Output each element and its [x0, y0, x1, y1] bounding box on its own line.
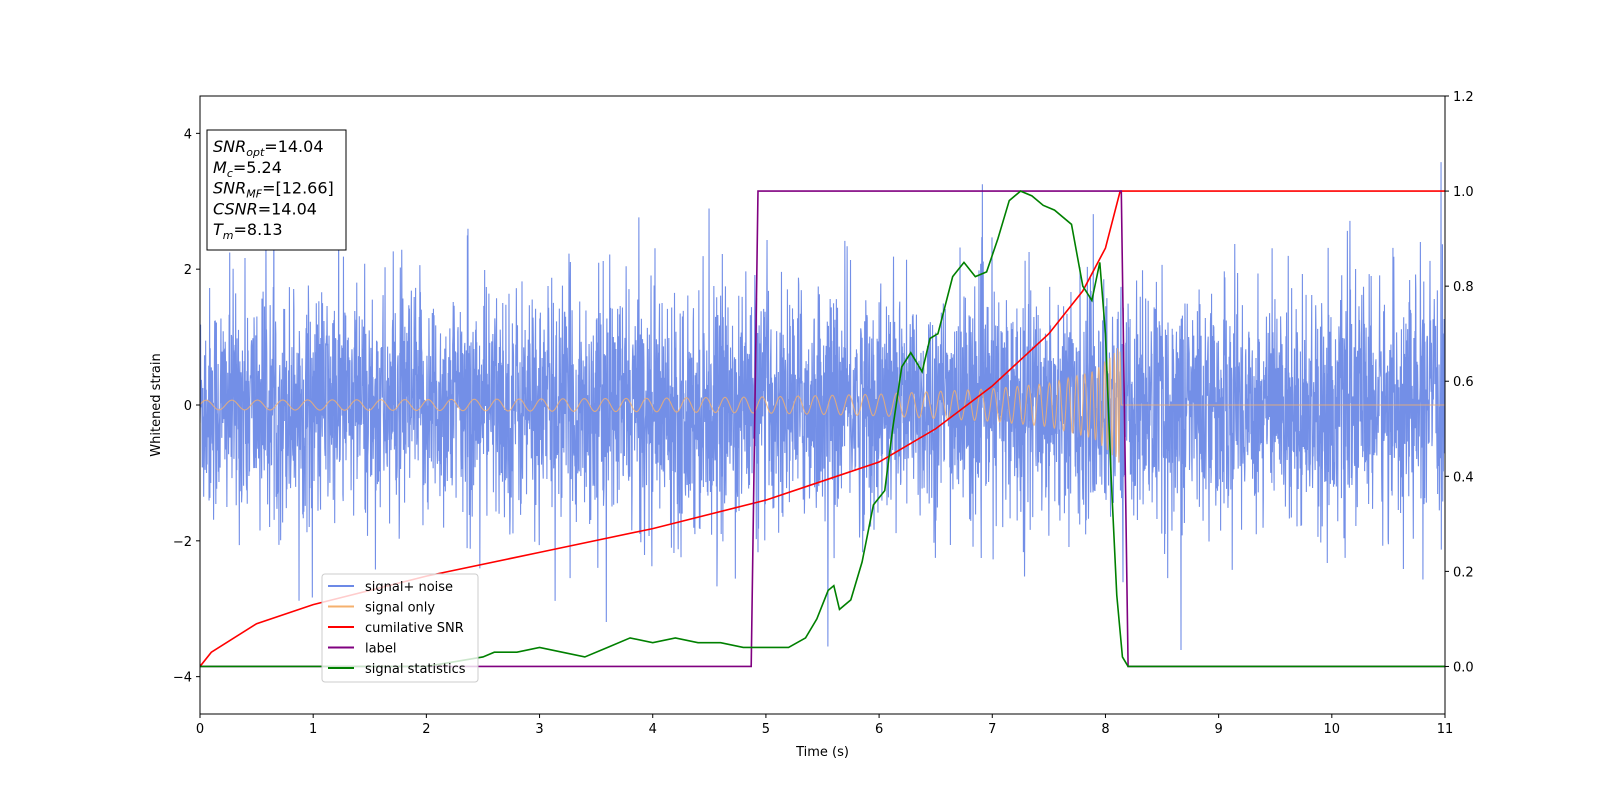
series-line-signal-statistics: [200, 190, 1445, 668]
y-tick-label: 4: [184, 127, 192, 142]
series-group: [200, 162, 1445, 668]
legend-label: signal+ noise: [365, 580, 453, 595]
y2-tick-label: 0.2: [1453, 565, 1474, 580]
series-line-cumilative-SNR: [200, 190, 1445, 667]
info-var: SNR: [213, 137, 246, 156]
x-tick-label: 9: [1214, 722, 1222, 737]
info-line: CSNR=14.04: [213, 199, 317, 218]
y2-tick-label: 1.2: [1453, 90, 1474, 105]
info-var: T: [213, 220, 224, 239]
axes: 0 1 2 3 4 5 6 7 8 9 10 11 4 2 0 −2 −4 1.2 1.0 0.8 0.6 0.4 0.2 0…: [149, 90, 1474, 760]
info-subscript: MF: [246, 188, 262, 201]
x-tick-label: 3: [535, 722, 543, 737]
x-tick-label: 7: [988, 722, 996, 737]
y2-tick-label: 0.0: [1453, 660, 1474, 675]
info-subscript: c: [227, 167, 233, 180]
info-line: Tm=8.13: [213, 220, 283, 242]
x-tick-label: 0: [196, 722, 204, 737]
info-value: =[12.66]: [262, 179, 334, 198]
legend-label: signal only: [365, 601, 435, 616]
series-line-signal-only: [200, 348, 1445, 463]
x-tick-label: 8: [1101, 722, 1109, 737]
legend-label: label: [365, 642, 396, 657]
y-tick-label: −2: [173, 535, 192, 550]
y2-tick-label: 0.8: [1453, 280, 1474, 295]
info-box: SNRopt=14.04Mc=5.24SNRMF=[12.66]CSNR=14.…: [206, 129, 347, 251]
info-value: =14.04: [258, 199, 317, 218]
info-var: CSNR: [213, 199, 258, 218]
x-tick-label: 6: [875, 722, 883, 737]
info-line: SNRopt=14.04: [213, 137, 324, 159]
x-axis-title: Time (s): [795, 745, 849, 760]
legend: signal+ noise signal only cumilative SNR la…: [321, 573, 479, 683]
y-tick-label: −4: [173, 671, 192, 686]
info-value: =14.04: [264, 137, 323, 156]
x-tick-label: 5: [762, 722, 770, 737]
legend-box: [321, 573, 479, 683]
info-var: SNR: [213, 179, 246, 198]
info-line: Mc=5.24: [213, 158, 282, 180]
y-tick-label: 0: [184, 399, 192, 414]
info-subscript: opt: [246, 146, 265, 159]
y-axis-title: Whitened strain: [149, 353, 164, 456]
legend-label: cumilative SNR: [365, 621, 464, 636]
legend-label: signal statistics: [365, 662, 466, 677]
info-subscript: m: [223, 229, 234, 242]
y2-tick-label: 0.6: [1453, 375, 1474, 390]
info-value: =5.24: [233, 158, 282, 177]
info-line: SNRMF=[12.66]: [213, 179, 334, 201]
x-tick-label: 1: [309, 722, 317, 737]
info-value: =8.13: [234, 220, 283, 239]
y2-tick-label: 0.4: [1453, 470, 1474, 485]
y2-tick-label: 1.0: [1453, 185, 1474, 200]
x-tick-label: 4: [649, 722, 657, 737]
info-var: M: [213, 158, 227, 177]
x-tick-label: 11: [1437, 722, 1454, 737]
series-line-signal-noise: [200, 162, 1445, 651]
info-box-frame: [206, 129, 347, 251]
x-tick-label: 2: [422, 722, 430, 737]
plot-area: [200, 162, 1445, 668]
y-tick-label: 2: [184, 263, 192, 278]
x-tick-label: 10: [1324, 722, 1341, 737]
